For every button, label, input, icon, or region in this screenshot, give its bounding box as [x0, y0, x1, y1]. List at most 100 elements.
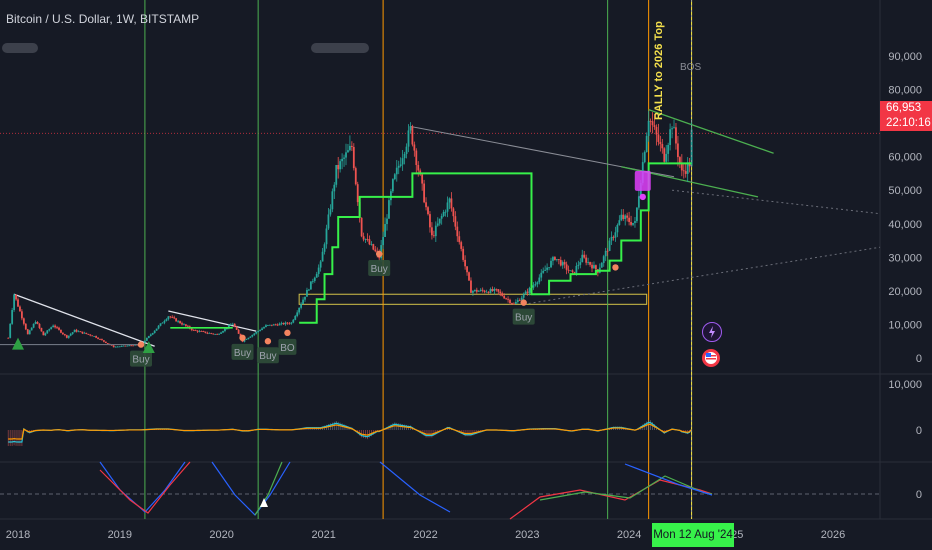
lightning-event-icon[interactable] [702, 322, 722, 342]
candle-body [286, 322, 289, 324]
candle-body [130, 345, 133, 347]
candle-body [579, 262, 582, 265]
candle-body [388, 200, 390, 219]
candle-body [222, 331, 224, 333]
candle-body [501, 293, 504, 296]
symbol-title[interactable]: Bitcoin / U.S. Dollar, 1W, BITSTAMP [6, 12, 200, 26]
candle-body [315, 273, 318, 278]
supertrend-line [299, 162, 692, 324]
candle-body [85, 332, 88, 334]
candle-body [13, 294, 15, 311]
candle-body [48, 329, 51, 331]
candle-body [686, 162, 689, 174]
oscillator-pane [7, 419, 693, 446]
price-tick-label: 60,000 [888, 152, 922, 164]
candle-body [267, 325, 269, 326]
signal-marker [284, 329, 291, 337]
price-tick-label: 40,000 [888, 219, 922, 231]
candle-body [557, 259, 560, 260]
candle-body [436, 223, 439, 226]
candle-body [30, 327, 33, 331]
candle-body [268, 324, 271, 326]
candle-body [231, 323, 234, 325]
signal-marker [520, 299, 527, 306]
candle-body [536, 282, 539, 285]
trend-up-arrow [12, 337, 24, 350]
candle-body [259, 330, 262, 331]
signal-label-box [130, 350, 153, 367]
candle-body [87, 333, 90, 335]
candle-body [325, 228, 328, 245]
candle-body [218, 333, 221, 335]
collapsed-indicator-pill[interactable] [2, 43, 38, 53]
collapsed-indicator-pill[interactable] [311, 43, 369, 53]
oscillator-tick-label: 10,000 [888, 379, 922, 391]
candle-body [450, 198, 453, 209]
candle-body [657, 134, 660, 142]
candle-body [155, 328, 158, 331]
candle-body [442, 211, 445, 216]
candle-body [101, 339, 103, 341]
candle-body [282, 322, 285, 325]
candle-body [362, 236, 365, 240]
candle-body [341, 158, 344, 162]
candle-body [569, 270, 572, 272]
candle-body [690, 129, 693, 167]
candle-body [407, 130, 410, 147]
signal-label-box [231, 343, 254, 360]
candle-body [401, 158, 404, 165]
candle-body [163, 320, 166, 323]
candle-body [485, 291, 488, 293]
candle-body [265, 325, 267, 328]
candle-body [261, 328, 263, 331]
candle-body [15, 294, 17, 300]
candle-body [634, 221, 636, 223]
candle-body [391, 179, 394, 192]
candle-body [126, 345, 129, 347]
candle-body [89, 334, 92, 336]
candle-body [103, 340, 105, 342]
candle-body [71, 332, 74, 334]
oscillator-curve [624, 463, 713, 496]
candle-body [11, 310, 14, 324]
oscillator-curve [509, 479, 713, 520]
signal-marker [612, 264, 619, 271]
candle-body [179, 321, 181, 324]
candle-body [274, 324, 277, 326]
candle-body [198, 331, 201, 332]
last-price-badge: 66,953 [880, 101, 932, 116]
candle-body [573, 271, 576, 273]
candle-body [243, 339, 246, 342]
candle-body [65, 335, 68, 338]
candle-body [278, 323, 281, 326]
candle-body [161, 322, 164, 324]
candle-body [550, 260, 552, 268]
signal-label-text: Buy [259, 351, 276, 362]
candle-body [52, 325, 55, 328]
candle-body [220, 332, 222, 334]
candle-body [185, 324, 187, 326]
candle-body [409, 126, 412, 131]
candle-body [678, 157, 681, 164]
candle-body [491, 289, 494, 291]
candle-body [653, 125, 656, 127]
candle-body [499, 291, 502, 294]
candle-body [464, 259, 467, 267]
candle-body [337, 164, 340, 170]
candle-body [561, 262, 564, 266]
candle-body [470, 280, 472, 293]
candle-body [308, 289, 310, 291]
us-flag-event-icon[interactable] [702, 349, 720, 367]
candle-body [507, 298, 509, 300]
trend-up-arrow [142, 340, 155, 353]
candle-body [235, 326, 238, 330]
candle-body [680, 163, 683, 171]
candle-body [411, 126, 414, 145]
candle-body [493, 288, 496, 291]
candle-body [190, 328, 193, 331]
candle-body [343, 157, 345, 159]
candle-body [354, 168, 357, 185]
candle-body [196, 330, 199, 332]
